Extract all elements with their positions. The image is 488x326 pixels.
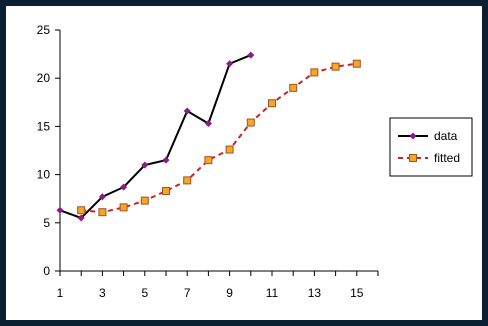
point-fitted xyxy=(331,62,340,71)
point-data xyxy=(183,107,191,115)
point-fitted xyxy=(77,206,86,215)
y-tick-label: 20 xyxy=(37,71,51,85)
point-fitted xyxy=(352,59,361,68)
x-tick-label: 11 xyxy=(266,286,279,300)
point-fitted xyxy=(246,118,255,127)
point-fitted xyxy=(119,203,128,212)
x-tick-label: 9 xyxy=(226,286,233,300)
point-fitted xyxy=(310,68,319,77)
point-data xyxy=(204,120,212,128)
y-tick-label: 10 xyxy=(37,168,51,182)
point-fitted xyxy=(98,208,107,217)
point-data xyxy=(77,214,85,222)
point-fitted xyxy=(162,186,170,195)
point-data xyxy=(98,193,106,201)
point-data xyxy=(162,156,170,164)
x-tick-label: 7 xyxy=(184,286,191,300)
chart-frame: 0 5 10 15 20 25 1 3 5 7 9 11 13 15 data fitted xyxy=(6,6,482,320)
series-line-fitted xyxy=(81,62,357,214)
point-data xyxy=(120,183,128,191)
legend-marker-fitted xyxy=(409,154,417,162)
point-data xyxy=(226,60,234,68)
y-tick-label: 25 xyxy=(37,23,51,37)
y-tick-label: 15 xyxy=(37,119,51,133)
x-tick-label: 5 xyxy=(141,286,148,300)
legend-label-fitted: fitted xyxy=(434,151,460,165)
x-tick-label: 3 xyxy=(99,286,106,300)
x-tick-label: 13 xyxy=(308,286,322,300)
y-tick-label: 0 xyxy=(43,264,50,278)
y-tick-label: 5 xyxy=(43,216,50,230)
point-fitted xyxy=(183,176,192,185)
x-tick-label: 15 xyxy=(350,286,364,300)
legend-marker-data xyxy=(409,132,417,140)
legend-label-data: data xyxy=(434,129,458,143)
point-fitted xyxy=(268,99,276,108)
point-fitted xyxy=(204,156,213,165)
legend-box xyxy=(389,117,473,177)
point-data xyxy=(56,206,64,214)
point-fitted xyxy=(225,145,234,154)
point-data xyxy=(247,51,255,59)
series-line-data xyxy=(59,54,252,220)
point-data xyxy=(141,161,149,169)
point-fitted xyxy=(289,83,298,92)
point-fitted xyxy=(140,196,149,205)
x-tick-label: 1 xyxy=(57,286,64,300)
